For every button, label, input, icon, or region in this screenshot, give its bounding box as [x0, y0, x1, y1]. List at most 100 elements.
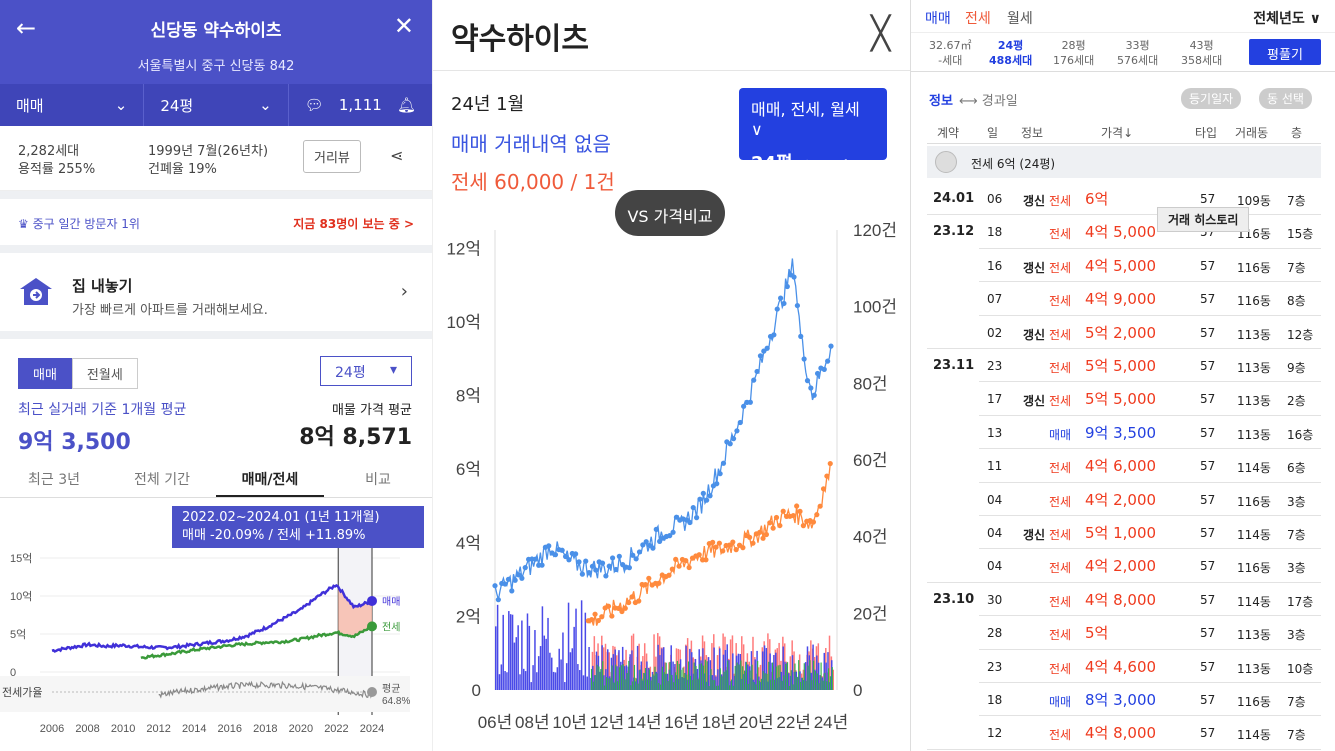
row-deal-type: 전세 [1049, 594, 1072, 609]
close-icon[interactable]: ✕ [393, 12, 414, 40]
sale-point [791, 274, 797, 280]
vs-compare-button[interactable]: VS 가격비교 [615, 190, 725, 236]
jeonse-point [767, 520, 773, 526]
jeonse-point [666, 572, 672, 578]
x-tick-label: 2020 [289, 723, 313, 735]
toggle-rent[interactable]: 전월세 [71, 358, 138, 389]
table-row[interactable]: 12 전세 4억 8,000 57 114동 7층 [927, 716, 1321, 750]
row-month: 23.10 [933, 591, 975, 607]
comments-button[interactable]: 💬︎ 1,111 🔔︎ [289, 84, 432, 126]
header: ← 신당동 약수하이츠 ✕ 서울특별시 중구 신당동 842 [0, 0, 432, 84]
size-tab-area: 32.67㎡ [929, 39, 972, 52]
volume-bar [705, 655, 708, 690]
table-row[interactable]: 11 전세 4억 6,000 57 114동 6층 [927, 449, 1321, 483]
jeonse-point [713, 544, 719, 550]
now-viewing-link[interactable]: 지금 83명이 보는 중 > [293, 217, 414, 231]
volume-bar [788, 685, 790, 690]
volume-bar [691, 652, 693, 690]
volume-bar [687, 661, 690, 690]
table-row[interactable]: 04 갱신 전세 5억 1,000 57 114동 7층 [927, 516, 1321, 550]
size-tab[interactable]: 28평 176세대 [1053, 38, 1094, 68]
volume-bar [673, 682, 675, 690]
close-icon[interactable]: ╳ [871, 14, 891, 52]
sale-point [515, 572, 522, 578]
jeonse-summary-row: 전세 6억 (24평) [927, 146, 1321, 178]
volume-bar [747, 664, 749, 690]
volume-bar [781, 680, 783, 690]
elapsed-toggle[interactable]: ⟷ 경과일 [959, 94, 1018, 109]
table-row[interactable]: 13 매매 9억 3,500 57 113동 16층 [927, 416, 1321, 450]
size-dropdown-value: 24평 [335, 365, 366, 381]
tab-recent-3y[interactable]: 최근 3년 [28, 472, 80, 488]
tab-jeonse[interactable]: 전세 [965, 11, 991, 27]
bell-icon[interactable]: 🔔︎ [396, 96, 416, 114]
table-row[interactable]: 18 매매 8억 3,000 57 116동 7층 [927, 683, 1321, 717]
row-floor: 10층 [1287, 661, 1314, 676]
size-tab-selected[interactable]: 24평 488세대 [989, 38, 1032, 68]
volume-bar [623, 666, 626, 690]
price-history-chart[interactable]: 0 2억 4억 6억 8억 10억 12억 0 20건 40건 60건 80건 100건 120건 06년 0… [433, 210, 910, 751]
filter-box[interactable]: 매매, 전세, 월세 ∨ 24평 전용 57㎡ [739, 88, 887, 174]
tab-sale-jeonse[interactable]: 매매/전세 [216, 460, 324, 497]
volume-bar [640, 661, 643, 690]
table-row[interactable]: 16 갱신 전세 4억 5,000 57 116동 7층 [927, 249, 1321, 283]
row-price: 5억 5,000 [1085, 390, 1157, 409]
tab-sale[interactable]: 매매 [925, 11, 951, 27]
volume-bar [715, 685, 718, 690]
volume-bar [763, 645, 766, 690]
row-divider [979, 514, 1321, 516]
table-row[interactable]: 04 전세 4억 2,000 57 116동 3층 [927, 483, 1321, 516]
col-price[interactable]: 가격↓ [1101, 126, 1134, 140]
tab-monthly[interactable]: 월세 [1007, 11, 1033, 27]
list-property-banner[interactable]: 집 내놓기 가장 빠르게 아파트를 거래해보세요. › [0, 253, 432, 331]
registry-date-button[interactable]: 등기일자 [1181, 88, 1242, 109]
year-select[interactable]: 전체년도 ∨ [1253, 11, 1321, 27]
size-dropdown[interactable]: 24평 ▾ [320, 356, 412, 386]
unfold-sizes-button[interactable]: 평풀기 [1249, 39, 1321, 65]
sale-point [811, 392, 817, 398]
row-divider [979, 247, 1321, 249]
jeonse-series-line [140, 625, 373, 660]
tab-all-period[interactable]: 전체 기간 [134, 472, 190, 488]
volume-bar [776, 648, 778, 690]
size-tab[interactable]: 32.67㎡ -세대 [929, 38, 972, 68]
table-row[interactable]: 24.01 06 갱신 전세 6억 57 109동 7층 [927, 182, 1321, 216]
size-tab[interactable]: 43평 358세대 [1181, 38, 1222, 68]
sale-point [606, 563, 612, 569]
toggle-sale[interactable]: 매매 [18, 358, 72, 389]
street-view-button[interactable]: 거리뷰 [303, 140, 361, 173]
share-icon[interactable]: ⋖ [390, 146, 404, 165]
visitor-rank: ♛ 중구 일간 방문자 1위 [18, 217, 140, 231]
sale-point [771, 332, 777, 338]
table-row[interactable]: 23 전세 4억 4,600 57 113동 10층 [927, 650, 1321, 683]
deal-type-select[interactable]: 매매 ⌄ [0, 84, 145, 126]
y-tick-label: 5억 [10, 628, 26, 641]
volume-bar [646, 661, 648, 690]
table-row[interactable]: 28 전세 5억 57 113동 3층 [927, 616, 1321, 650]
volume-bar [607, 649, 609, 690]
dong-select-button[interactable]: 동 선택 [1259, 88, 1312, 109]
volume-bar [799, 671, 801, 690]
jeonse-point [619, 608, 625, 615]
info-toggle[interactable]: 정보 [929, 94, 953, 109]
tab-compare[interactable]: 비교 [365, 472, 391, 488]
selected-month: 24년 1월 [451, 94, 525, 115]
sale-point [804, 378, 811, 384]
table-row[interactable]: 17 갱신 전세 5억 5,000 57 113동 2층 [927, 382, 1321, 416]
table-row[interactable]: 02 갱신 전세 5억 2,000 57 113동 12층 [927, 316, 1321, 349]
table-row[interactable]: 04 전세 4억 2,000 57 116동 3층 [927, 549, 1321, 583]
size-tab[interactable]: 33평 576세대 [1117, 38, 1158, 68]
volume-bar [759, 664, 762, 690]
back-arrow-icon[interactable]: ← [16, 14, 37, 42]
volume-bar [628, 660, 630, 690]
size-select[interactable]: 24평 ⌄ [144, 84, 289, 126]
sale-point [640, 542, 646, 548]
table-row[interactable]: 23.11 23 전세 5억 5,000 57 113동 9층 [927, 349, 1321, 383]
table-row[interactable]: 07 전세 4억 9,000 57 116동 8층 [927, 282, 1321, 316]
table-row[interactable]: 23.10 30 전세 4억 8,000 57 114동 17층 [927, 583, 1321, 617]
sale-point [794, 302, 800, 309]
volume-bar [637, 683, 639, 690]
row-price: 4억 2,000 [1085, 557, 1157, 576]
table-row[interactable]: 23.12 18 전세 4억 5,000 57 116동 15층 [927, 215, 1321, 249]
